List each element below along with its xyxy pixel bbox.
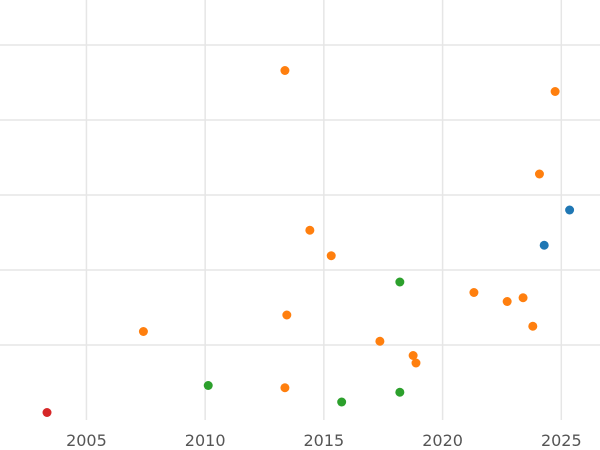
- x-tick-label: 2010: [185, 431, 226, 450]
- data-point: [305, 225, 315, 235]
- grid-lines: [0, 0, 600, 420]
- x-tick-label: 2020: [422, 431, 463, 450]
- data-point: [565, 205, 575, 215]
- data-point: [518, 293, 528, 303]
- data-point: [375, 336, 385, 346]
- data-points: [42, 66, 575, 417]
- data-point: [282, 310, 292, 320]
- x-tick-label: 2005: [66, 431, 107, 450]
- data-point: [395, 387, 405, 397]
- data-point: [42, 408, 52, 417]
- x-axis-tick-labels: 2005 2010 2015 2020 2025: [66, 431, 582, 450]
- data-point: [280, 66, 290, 75]
- data-point: [203, 381, 213, 390]
- data-point: [550, 87, 560, 96]
- data-point: [469, 288, 479, 297]
- data-point: [280, 383, 290, 393]
- data-point: [408, 351, 418, 360]
- data-point: [502, 297, 512, 306]
- data-point: [539, 240, 549, 250]
- data-point: [138, 327, 148, 336]
- data-point: [534, 169, 544, 179]
- data-point: [411, 358, 421, 368]
- data-point: [326, 251, 336, 261]
- data-point: [395, 277, 405, 287]
- data-point: [337, 397, 347, 407]
- data-point: [528, 321, 538, 331]
- x-tick-label: 2025: [541, 431, 582, 450]
- x-tick-label: 2015: [304, 431, 345, 450]
